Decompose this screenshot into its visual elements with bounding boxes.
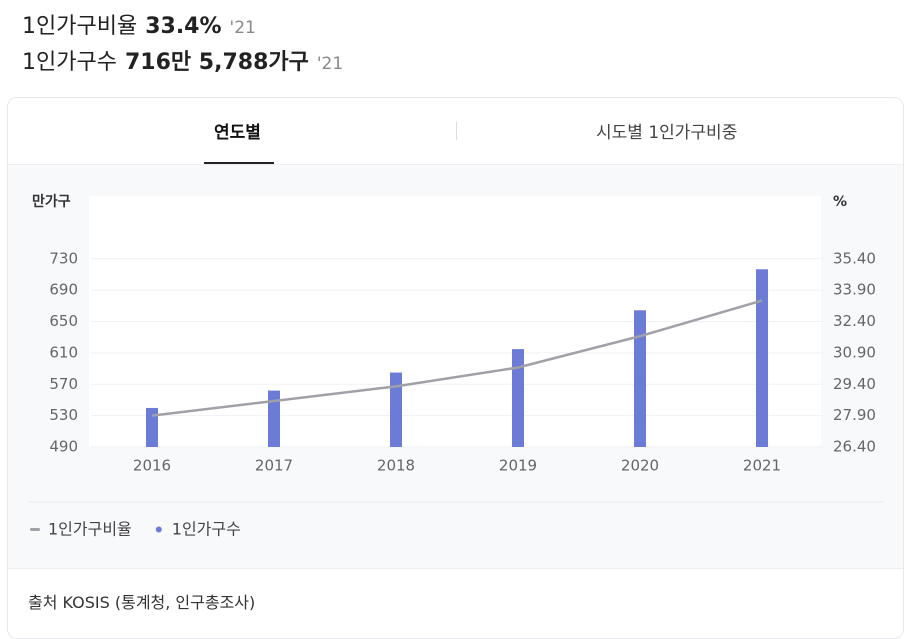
source: 출처 KOSIS (통계청, 인구총조사) (28, 593, 256, 612)
bar (756, 269, 768, 447)
x-tick-label: 2016 (133, 457, 171, 475)
card: 연도별 시도별 1인가구비중 만가구 % 490 530 570 610 650 690 7… (7, 97, 904, 639)
chart: 만가구 % 490 530 570 610 650 690 730 26.40 27.90 29.… (28, 194, 885, 539)
y2-tick-label: 32.40 (833, 312, 876, 330)
tab[interactable]: 연도별 (214, 123, 261, 143)
tab-bar: 연도별 시도별 1인가구비중 (8, 98, 903, 165)
bar (268, 390, 280, 447)
active-underline (204, 162, 274, 164)
y2-tick-label: 35.40 (833, 249, 876, 267)
source-bar: 출처 KOSIS (통계청, 인구총조사) (8, 568, 903, 638)
x-tick-label: 2018 (377, 457, 415, 475)
legend-swatch (155, 526, 162, 533)
y2-tick-label: 33.90 (833, 281, 876, 299)
x-tick-label: 2019 (499, 457, 537, 475)
separator (456, 122, 457, 140)
legend-label: 1인가구수 (172, 520, 241, 539)
label: 1인가구수 (22, 50, 117, 75)
label: 1인가구비율 (22, 14, 138, 39)
y2-tick-label: 26.40 (833, 438, 876, 456)
y-tick-label: 530 (49, 406, 78, 424)
ratio-header: 1인가구비율 33.4% '21 (22, 8, 256, 40)
y-axis-label: 만가구 (32, 194, 71, 210)
y-tick-label: 490 (49, 438, 78, 456)
y2-tick-label: 30.90 (833, 343, 876, 361)
y-tick-label: 730 (49, 249, 78, 267)
x-tick-label: 2017 (255, 457, 293, 475)
legend-swatch (30, 528, 40, 531)
bar (390, 372, 402, 447)
count-header: 1인가구수 716만 5,788가구 '21 (22, 44, 343, 76)
y-tick-label: 610 (49, 343, 78, 361)
y-tick-label: 650 (49, 312, 78, 330)
value: 33.4% (145, 14, 222, 39)
line (151, 299, 763, 417)
bar (146, 407, 158, 447)
y2-tick-label: 29.40 (833, 375, 876, 393)
value: 716만 5,788가구 (124, 50, 309, 75)
y2-axis-label: % (833, 194, 847, 210)
bar (512, 349, 524, 447)
y2-tick-label: 27.90 (833, 406, 876, 424)
x-tick-label: 2021 (743, 457, 781, 475)
x-tick-label: 2020 (621, 457, 659, 475)
y-tick-label: 570 (49, 375, 78, 393)
year: '21 (316, 54, 344, 74)
y-tick-label: 690 (49, 281, 78, 299)
legend-label: 1인가구비율 (48, 520, 132, 539)
tab[interactable]: 시도별 1인가구비중 (596, 123, 738, 143)
year: '21 (229, 18, 256, 38)
bar (634, 310, 646, 447)
